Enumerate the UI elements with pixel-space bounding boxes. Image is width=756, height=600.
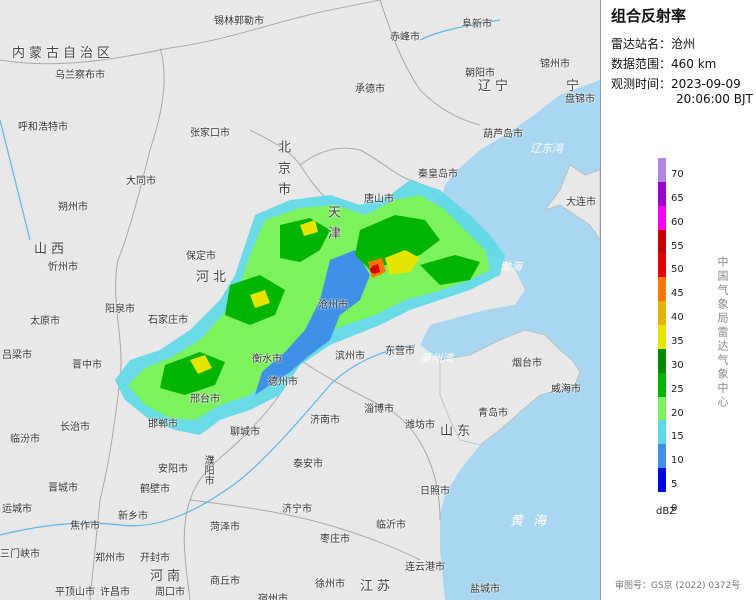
legend-tick-label: 30 [671, 359, 684, 371]
range-value: 460 km [671, 57, 717, 71]
legend-swatch [658, 348, 666, 374]
sea-area [420, 80, 600, 600]
legend-tick-label: 25 [671, 383, 684, 395]
legend-tick-label: 0 [671, 503, 678, 514]
legend-tick-label: 70 [671, 169, 684, 180]
legend-tick-label: 60 [671, 216, 684, 228]
legend-tick-label: 65 [671, 192, 684, 204]
legend-tick-label: 50 [671, 264, 684, 276]
rivers [0, 19, 501, 536]
radar-map[interactable]: 内蒙古自治区 河北 北京市 天津 山西 山东 河南 江苏 辽宁 宁 辽东湾 渤海… [0, 0, 600, 600]
legend-swatch [658, 301, 666, 326]
legend-tick-label: 10 [671, 455, 684, 467]
time-row: 观测时间：2023-09-09 [611, 75, 741, 92]
echo-blue [255, 250, 370, 395]
legend-swatch [658, 468, 666, 493]
time-clock: 20:06:00 BJT [676, 92, 753, 106]
legend-swatch [658, 229, 666, 254]
station-value: 沧州 [671, 37, 696, 51]
legend-swatch [658, 253, 666, 278]
time-date: 2023-09-09 [671, 77, 741, 91]
sea-korea-bay [590, 110, 600, 160]
legend-swatch [658, 158, 666, 183]
legend-swatch [658, 444, 666, 469]
legend-swatch [658, 325, 666, 350]
station-row: 雷达站名：沧州 [611, 35, 695, 52]
legend-tick-label: 5 [671, 479, 678, 491]
legend-tick-label: 15 [671, 431, 684, 443]
radar-echoes [115, 180, 505, 435]
time-label: 观测时间： [611, 77, 672, 91]
legend-tick-label: 35 [671, 336, 684, 347]
legend-tick-label: 20 [671, 407, 684, 419]
legend-tick-label: 40 [671, 312, 684, 324]
legend-unit: dBZ [656, 506, 677, 517]
review-number: 审图号：GS京 (2022) 0372号 [615, 581, 741, 591]
legend-swatch [658, 396, 666, 421]
station-label: 雷达站名： [611, 37, 672, 51]
legend-color-bar [658, 158, 666, 493]
legend-tick-label: 45 [671, 288, 684, 300]
legend-swatch [658, 372, 666, 398]
range-row: 数据范围：460 km [611, 55, 716, 72]
liaodong [543, 164, 600, 241]
legend-swatch [658, 420, 666, 445]
map-basemap [0, 0, 600, 600]
legend-swatch [658, 181, 666, 207]
legend-tick-label: 55 [671, 240, 684, 252]
sea-area-north [495, 118, 575, 232]
info-panel: 组合反射率 雷达站名：沧州 数据范围：460 km 观测时间：2023-09-0… [600, 0, 756, 600]
panel-title: 组合反射率 [611, 7, 687, 25]
peninsula [439, 329, 581, 446]
org-label: 中国气象局雷达气象中心 [716, 256, 729, 410]
range-label: 数据范围： [611, 57, 672, 71]
legend-swatch [658, 205, 666, 231]
legend-swatch [658, 277, 666, 302]
